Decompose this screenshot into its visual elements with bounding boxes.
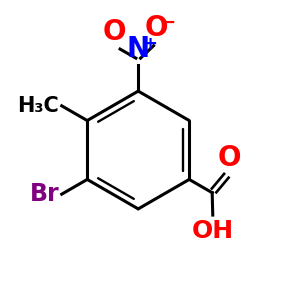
Text: +: + [142,35,157,53]
Text: O: O [218,144,242,172]
Text: O: O [144,14,168,43]
Text: Br: Br [30,182,59,206]
Text: N: N [127,35,150,63]
Text: OH: OH [192,219,234,243]
Text: −: − [160,13,176,32]
Text: H₃C: H₃C [17,96,59,116]
Text: O: O [102,18,126,46]
